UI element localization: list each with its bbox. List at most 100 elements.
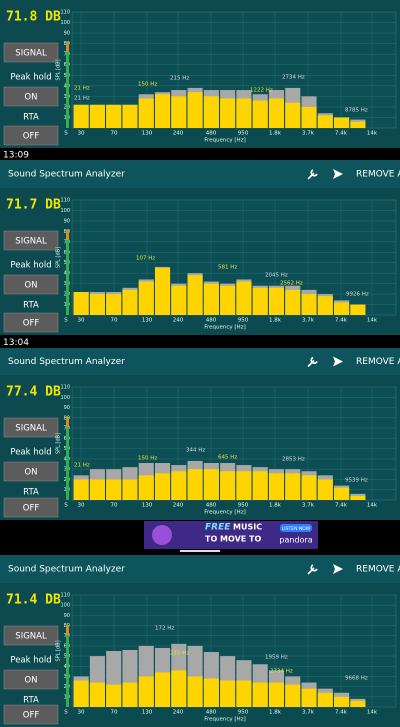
x-tick-label: 480 (206, 318, 217, 324)
x-tick-label: 7.4k (335, 503, 348, 509)
send-icon[interactable] (333, 564, 343, 574)
peak-hold-button[interactable]: ON (24, 93, 37, 103)
rta-button[interactable]: OFF (23, 132, 40, 142)
db-reading: 77.4 DB (6, 385, 61, 400)
y-axis-label: SPL [dB] (56, 640, 62, 661)
level-bar (171, 285, 187, 315)
rta-button-bg[interactable] (3, 497, 59, 518)
peak-annotation: 8785 Hz (345, 108, 368, 114)
level-bar (187, 92, 203, 128)
rta-button-bg[interactable] (3, 704, 59, 725)
level-bar (268, 473, 285, 500)
remove-ad-button[interactable]: REMOVE AD (356, 170, 400, 180)
peak-hold-button[interactable]: ON (24, 676, 37, 686)
level-bar (106, 294, 122, 315)
x-tick-label: 130 (142, 318, 153, 324)
peak-annotation: 21 Hz (74, 86, 90, 92)
level-meter (66, 417, 69, 500)
level-bar (138, 281, 154, 315)
app-title: Sound Spectrum Analyzer (8, 565, 125, 575)
level-bar (89, 294, 105, 315)
x-tick-label: 7.4k (335, 131, 348, 137)
level-bar (171, 471, 187, 500)
wrench-icon[interactable] (307, 169, 318, 180)
app-bar: Sound Spectrum Analyzer REMOVE AD (0, 160, 400, 188)
wrench-icon[interactable] (307, 356, 318, 368)
ad-cta-box (280, 524, 312, 532)
peak-annotation: 215 Hz (170, 651, 189, 657)
level-bar (334, 696, 350, 707)
x-tick-label: 1.8k (269, 503, 282, 509)
level-bar (122, 479, 138, 500)
x-tick-label: 14k (367, 318, 378, 324)
level-bar (252, 682, 268, 707)
signal-button-bg[interactable] (3, 417, 59, 438)
peak-annotation: 215 Hz (170, 76, 189, 82)
peak-hold-button-bg[interactable] (3, 669, 59, 690)
signal-button-bg[interactable] (3, 42, 59, 63)
level-bar (122, 104, 138, 128)
peak-annotation: 21 Hz (74, 463, 90, 469)
level-meter (66, 42, 69, 128)
rta-button[interactable]: OFF (23, 319, 40, 329)
peak-annotation: 150 Hz (138, 456, 157, 462)
y-axis-label: SPL [dB] (56, 433, 62, 454)
level-bar (73, 479, 89, 500)
level-bar (89, 104, 105, 128)
rta-button[interactable]: OFF (23, 711, 40, 721)
peak-hold-button[interactable]: ON (24, 281, 37, 291)
level-bar (236, 98, 252, 128)
app-title: Sound Spectrum Analyzer (8, 170, 125, 180)
peak-annotation: 107 Hz (136, 256, 155, 262)
x-tick-label: 950 (238, 131, 249, 137)
level-bar (268, 682, 285, 707)
level-bar (154, 267, 171, 315)
rta-button[interactable]: OFF (23, 504, 40, 514)
signal-button[interactable]: SIGNAL (15, 237, 47, 247)
remove-ad-button[interactable]: REMOVE AD (356, 565, 400, 575)
level-bar (220, 680, 236, 707)
rta-button-bg[interactable] (3, 312, 59, 333)
ad-line2: MUSIC (233, 523, 262, 532)
level-bar (350, 304, 366, 315)
signal-button[interactable]: SIGNAL (15, 632, 47, 642)
signal-button[interactable]: SIGNAL (15, 424, 47, 434)
peak-annotation: 344 Hz (186, 448, 205, 454)
x-tick-label: 3.7k (302, 131, 315, 137)
app-bar: Sound Spectrum Analyzer REMOVE AD (0, 348, 400, 375)
peak-hold-label: Peak hold (10, 261, 51, 271)
rta-button-bg[interactable] (3, 125, 59, 146)
peak-hold-button[interactable]: ON (24, 468, 37, 478)
peak-hold-button-bg[interactable] (3, 461, 59, 482)
send-icon[interactable] (333, 169, 343, 179)
peak-annotation: 2562 Hz (280, 281, 303, 287)
level-bar (187, 275, 203, 315)
peak-annotation: 9539 Hz (345, 478, 368, 484)
level-bar (138, 475, 154, 500)
y-tick-label: 110 (60, 385, 70, 391)
level-bar (350, 495, 366, 500)
level-bar (122, 289, 138, 315)
peak-hold-button-bg[interactable] (3, 274, 59, 295)
level-bar (317, 479, 333, 500)
signal-button[interactable]: SIGNAL (15, 49, 47, 59)
x-tick-label: 1.8k (269, 710, 282, 716)
remove-ad-button[interactable]: REMOVE AD (356, 357, 400, 367)
peak-annotation: 1222 Hz (250, 88, 273, 94)
signal-button-bg[interactable] (3, 230, 59, 251)
send-icon[interactable] (333, 356, 343, 367)
peak-annotation: 2853 Hz (282, 457, 305, 463)
x-tick-label: S (64, 503, 68, 509)
x-tick-label: 480 (206, 131, 217, 137)
level-meter-top (66, 42, 69, 52)
peak-hold-button-bg[interactable] (3, 86, 59, 107)
x-tick-label: 130 (142, 710, 153, 716)
x-tick-label: S (64, 318, 68, 324)
level-bar (203, 96, 219, 128)
wrench-shape (307, 564, 318, 575)
peak-annotation: 21 Hz (74, 96, 90, 102)
peak-annotation: 172 Hz (155, 626, 174, 632)
wrench-icon[interactable] (307, 564, 318, 575)
signal-button-bg[interactable] (3, 625, 59, 646)
